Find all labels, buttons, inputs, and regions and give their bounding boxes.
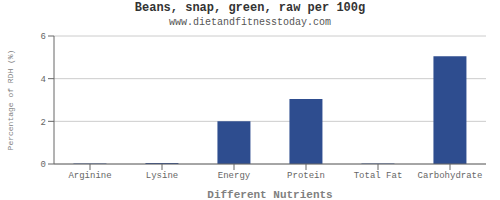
html-text:www.dietandfitnesstoday.com: www.dietandfitnesstoday.com [169, 17, 331, 28]
svg-text:Total Fat: Total Fat [354, 171, 403, 181]
html-text:Beans, snap, green, raw per 10: Beans, snap, green, raw per 100g [134, 1, 366, 15]
svg-text:Carbohydrate: Carbohydrate [418, 171, 483, 181]
svg-text:Arginine: Arginine [68, 171, 111, 181]
svg-text:Protein: Protein [287, 171, 325, 181]
svg-text:Energy: Energy [218, 171, 251, 181]
svg-text:6: 6 [41, 32, 46, 42]
svg-text:Percentage of RDH (%): Percentage of RDH (%) [8, 50, 15, 151]
svg-text:4: 4 [41, 75, 46, 85]
svg-text:Lysine: Lysine [146, 171, 178, 181]
svg-text:2: 2 [41, 118, 46, 128]
svg-text:0: 0 [41, 160, 46, 170]
svg-text:Different Nutrients: Different Nutrients [207, 189, 332, 200]
